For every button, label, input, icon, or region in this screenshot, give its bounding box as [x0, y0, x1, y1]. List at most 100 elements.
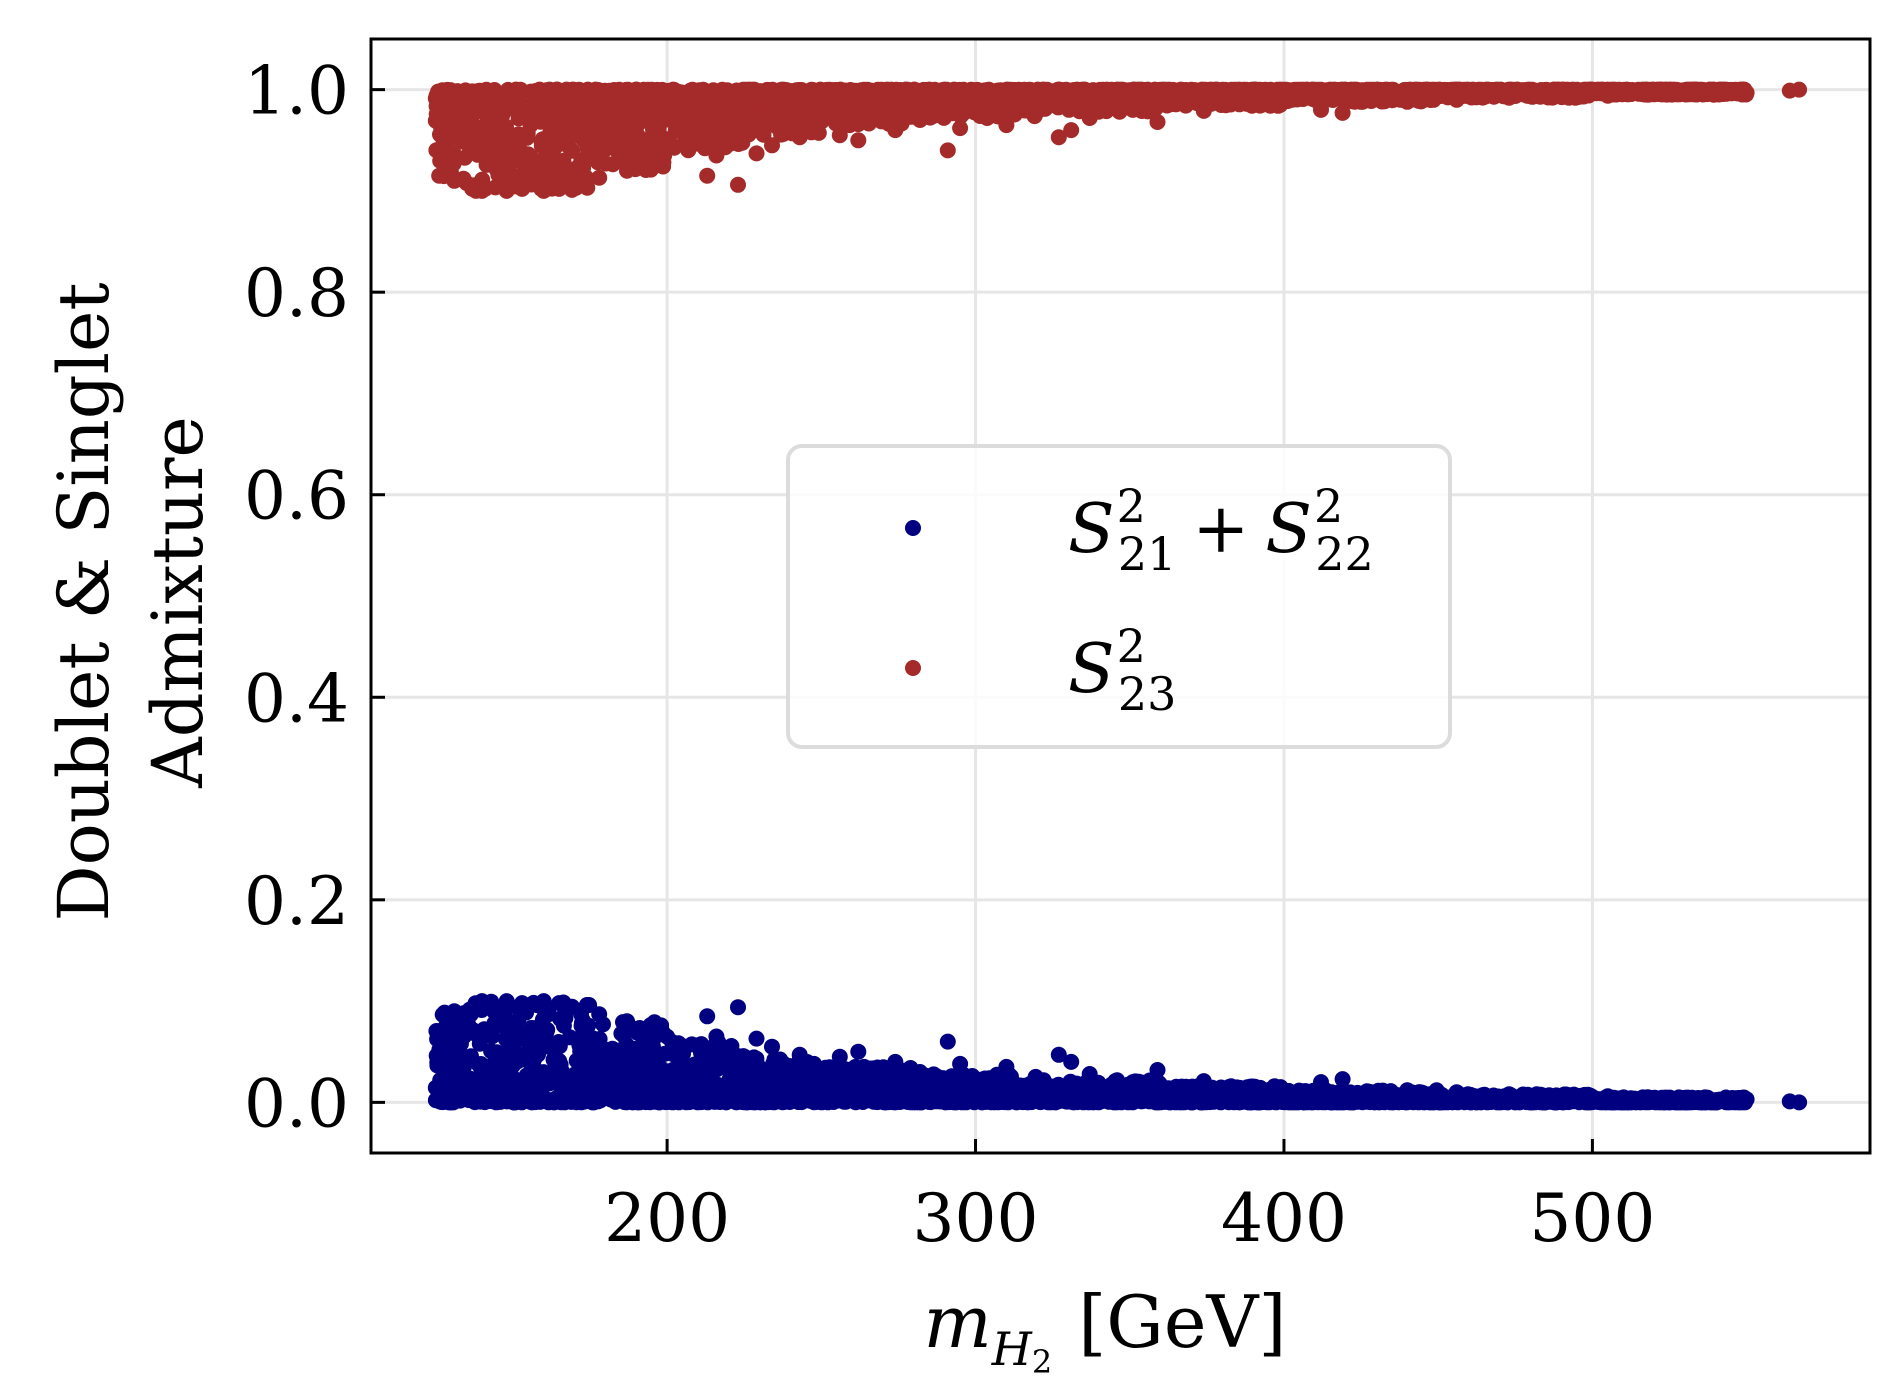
- scatter-point: [748, 1030, 765, 1047]
- scatter-point: [752, 1094, 769, 1111]
- scatter-point: [824, 1061, 841, 1078]
- scatter-point: [1063, 1053, 1080, 1070]
- scatter-point: [540, 1093, 557, 1110]
- scatter-point: [505, 1057, 522, 1074]
- scatter-point: [1225, 1093, 1242, 1110]
- scatter-point: [831, 1048, 848, 1065]
- scatter-point: [791, 1046, 808, 1063]
- scatter-point: [1050, 97, 1067, 114]
- scatter-point: [547, 1036, 564, 1053]
- plot-area: [427, 81, 1808, 1111]
- scatter-point: [1203, 1091, 1220, 1108]
- scatter-point: [493, 144, 510, 161]
- scatter-point: [836, 103, 853, 119]
- scatter-point: [464, 1071, 480, 1088]
- scatter-point: [1277, 1093, 1294, 1110]
- scatter-point: [684, 112, 701, 129]
- scatter-point: [427, 112, 444, 129]
- scatter-point: [1448, 1084, 1465, 1101]
- scatter-point: [465, 102, 482, 119]
- scatter-point: [1243, 1092, 1260, 1109]
- scatter-point: [517, 1031, 534, 1048]
- scatter-point: [546, 125, 563, 142]
- scatter-point: [1399, 1082, 1416, 1099]
- scatter-point: [548, 86, 565, 103]
- scatter-point: [567, 115, 584, 132]
- scatter-point: [1124, 1074, 1141, 1091]
- scatter-point: [592, 132, 609, 149]
- scatter-point: [699, 1008, 716, 1025]
- scatter-point: [708, 1028, 725, 1045]
- scatter-point: [572, 1003, 589, 1020]
- scatter-point: [611, 146, 628, 163]
- scatter-point: [618, 1076, 635, 1093]
- scatter-point: [518, 129, 535, 146]
- scatter-point: [613, 128, 630, 145]
- scatter-point: [667, 1062, 684, 1079]
- scatter-point: [761, 1083, 778, 1100]
- scatter-point: [1791, 1094, 1808, 1111]
- scatter-point: [1123, 1088, 1140, 1105]
- scatter-point: [595, 117, 612, 134]
- scatter-point: [1178, 92, 1195, 109]
- scatter-point: [595, 1052, 612, 1069]
- scatter-point: [1163, 82, 1180, 99]
- scatter-point: [511, 143, 528, 160]
- scatter-point: [852, 1065, 869, 1082]
- scatter-point: [1081, 1066, 1098, 1082]
- scatter-point: [1172, 1090, 1188, 1107]
- scatter-point: [488, 1094, 505, 1111]
- scatter-point: [751, 115, 768, 132]
- scatter-point: [1738, 1091, 1755, 1108]
- scatter-point: [555, 1017, 572, 1034]
- scatter-point: [498, 993, 515, 1010]
- scatter-point: [883, 81, 900, 98]
- scatter-point: [591, 1006, 608, 1023]
- scatter-point: [939, 1033, 956, 1050]
- scatter-point: [599, 1085, 616, 1102]
- scatter-point: [1343, 1094, 1360, 1111]
- scatter-point: [509, 90, 526, 106]
- scatter-point: [643, 115, 660, 132]
- scatter-point: [535, 993, 552, 1010]
- scatter-point: [629, 1024, 646, 1041]
- scatter-point: [641, 1054, 658, 1071]
- scatter-point: [1313, 1074, 1329, 1091]
- scatter-point: [551, 995, 568, 1012]
- scatter-point: [850, 1043, 867, 1060]
- scatter-point: [864, 106, 881, 123]
- scatter-point: [677, 1038, 694, 1055]
- scatter-point: [1541, 1087, 1558, 1104]
- scatter-point: [997, 1088, 1014, 1104]
- scatter-point: [525, 1020, 542, 1037]
- scatter-point: [1108, 81, 1125, 98]
- scatter-point: [445, 111, 462, 128]
- scatter-point: [691, 83, 708, 100]
- scatter-point: [470, 1056, 487, 1073]
- scatter-point: [820, 1081, 837, 1098]
- scatter-point: [508, 1077, 525, 1094]
- scatter-point: [877, 1091, 894, 1108]
- scatter-point: [1069, 94, 1086, 111]
- scatter-point: [532, 165, 549, 182]
- scatter-point: [915, 94, 932, 111]
- scatter-point: [700, 1078, 717, 1095]
- scatter-point: [846, 1093, 863, 1110]
- scatter-point: [616, 84, 633, 101]
- scatter-point: [1334, 1071, 1351, 1088]
- scatter-point: [648, 98, 665, 115]
- scatter-point: [977, 95, 994, 112]
- scatter-point: [1692, 1092, 1709, 1109]
- scatter-point: [505, 1021, 522, 1038]
- scatter-point: [1467, 1094, 1484, 1111]
- scatter-point: [1245, 1079, 1262, 1096]
- scatter-point: [1723, 1091, 1740, 1108]
- scatter-point: [907, 1079, 924, 1096]
- scatter-point: [442, 1092, 459, 1109]
- scatter-point: [469, 146, 486, 163]
- scatter-point: [573, 1017, 590, 1034]
- scatter-point: [558, 1082, 575, 1099]
- scatter-point: [962, 1077, 978, 1094]
- scatter-point: [487, 1074, 504, 1091]
